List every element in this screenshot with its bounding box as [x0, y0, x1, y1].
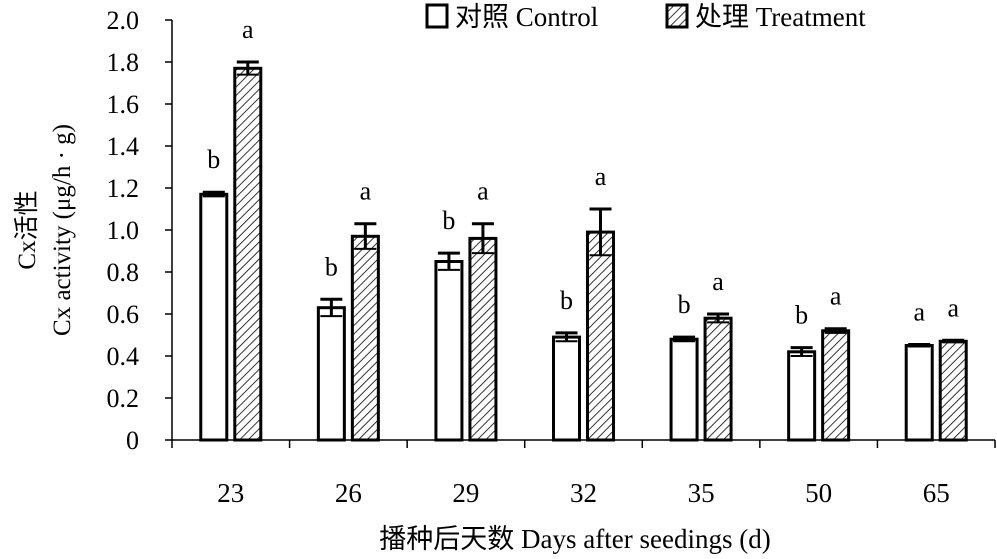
y-tick-label: 1.4: [107, 132, 140, 161]
y-axis-label-cn: Cx活性: [13, 190, 41, 269]
significance-letter: a: [947, 293, 959, 322]
bar-treatment: [821, 329, 851, 442]
significance-letter: a: [242, 15, 254, 44]
axes: [165, 19, 996, 448]
bar-treatment: [350, 234, 380, 442]
x-tick-label: 35: [688, 478, 715, 508]
bars: [199, 60, 968, 442]
significance-letter: a: [913, 297, 925, 326]
bar-treatment: [586, 230, 615, 442]
x-tick-label: 50: [805, 478, 832, 508]
significance-letter: b: [560, 286, 573, 315]
y-tick-label: 0.8: [107, 258, 140, 287]
x-tick-label: 32: [570, 478, 597, 508]
y-tick-label: 0.6: [107, 300, 140, 329]
y-tick-label: 0.4: [107, 342, 140, 371]
x-tick-label: 29: [452, 478, 479, 508]
bar-control: [434, 260, 464, 442]
legend-label-treatment: 处理 Treatment: [695, 2, 866, 32]
y-axis-label-en: Cx activity (μg/h · g): [49, 124, 76, 336]
significance-letter: a: [712, 267, 724, 296]
y-tick-label: 2.0: [107, 6, 140, 35]
significance-letter: b: [678, 290, 691, 319]
bar-control: [199, 192, 229, 442]
bar-treatment: [468, 236, 498, 442]
x-axis-label: 播种后天数 Days after seedings (d): [379, 524, 770, 554]
significance-letter: a: [830, 282, 842, 311]
y-tick-label: 1.2: [107, 174, 140, 203]
y-tick-label: 0.2: [107, 384, 140, 413]
x-tick-label: 65: [923, 478, 950, 508]
x-tick-label: 23: [217, 478, 244, 508]
y-tick-label: 1.6: [107, 90, 140, 119]
y-tick-label: 1.0: [107, 216, 140, 245]
bar-control: [669, 337, 699, 442]
significance-letter: b: [795, 301, 808, 330]
significance-letter: b: [207, 145, 220, 174]
significance-letter: a: [477, 177, 489, 206]
legend-swatch-control: [425, 3, 449, 29]
legend-label-control: 对照 Control: [455, 2, 598, 32]
legend: 对照 Control 处理 Treatment: [425, 2, 866, 32]
significance-letter: b: [442, 206, 455, 235]
bar-control: [316, 306, 346, 442]
labels: 00.20.40.60.81.01.21.41.61.82.023ba26ba2…: [13, 6, 959, 554]
bar-treatment: [703, 316, 733, 442]
bar-control: [552, 335, 581, 442]
significance-letter: b: [325, 252, 338, 281]
bar-treatment: [233, 66, 263, 442]
y-tick-label: 1.8: [107, 48, 140, 77]
x-tick-label: 26: [335, 478, 362, 508]
legend-swatch-treatment: [665, 3, 689, 29]
bar-control: [904, 344, 934, 442]
bar-treatment: [938, 339, 968, 442]
y-tick-label: 0: [126, 426, 139, 455]
significance-letter: a: [360, 177, 372, 206]
significance-letter: a: [595, 162, 607, 191]
bar-control: [787, 350, 817, 442]
